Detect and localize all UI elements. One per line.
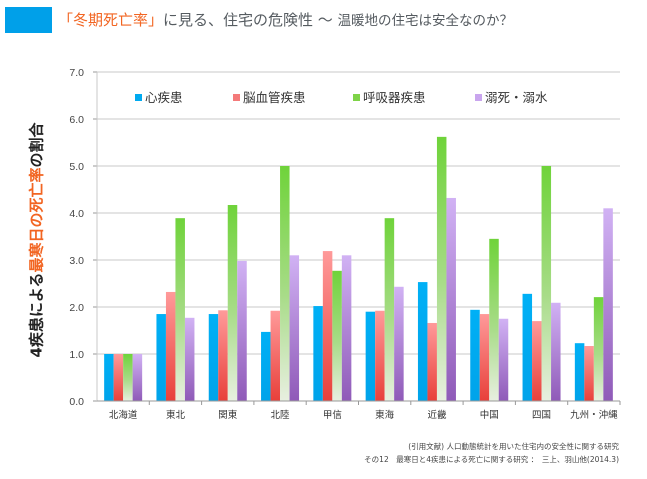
x-tick-label: 中国 [480,409,499,421]
legend-swatch [353,94,360,101]
bar-2-7 [427,322,437,401]
legend-swatch [135,94,142,101]
bar-2-6 [375,310,385,401]
y-tick-label: 1.0 [69,349,84,361]
legend-swatch [233,94,240,101]
bar-1-2 [156,314,166,401]
bar-1-10 [574,343,585,401]
x-tick-label: 甲信 [323,409,342,421]
bar-1-5 [313,306,323,401]
bar-1-7 [417,282,428,401]
y-axis-ticks: 0.0 1.0 2.0 3.0 4.0 5.0 6.0 7.0 [69,67,97,408]
y-tick-label: 2.0 [69,302,84,314]
bar-2-8 [479,314,490,401]
bar-2-10 [584,346,594,401]
legend-swatch [475,94,482,101]
y-tick-label: 4.0 [69,208,84,220]
x-axis-ticks: 北海道 東北 関東 北陸 甲信 東海 近畿 中国 四国 九州・沖縄 [109,401,621,421]
page-title: 「冬期死亡率」に見る、住宅の危険性 〜 温暖地の住宅は安全なのか？ [58,9,513,30]
bars [104,136,613,402]
bar-4-4 [289,255,300,401]
bar-3-5 [332,270,342,401]
source-citation-line2: その12 最寒日と4疾患による死亡に関する研究 ： 三上、羽山他(2014.3) [364,455,619,464]
title-subtitle: 温暖地の住宅は安全なのか？ [337,13,514,29]
x-tick-label: 九州・沖縄 [570,409,618,421]
legend-label: 心疾患 [145,90,183,105]
y-tick-label: 6.0 [69,114,84,126]
y-tick-label: 7.0 [69,67,84,79]
bar-2-2 [165,291,176,401]
bar-3-3 [227,205,238,401]
bar-3-7 [436,136,447,402]
bar-1-3 [208,314,219,401]
x-tick-label: 近畿 [427,409,447,421]
bar-3-1 [123,354,133,401]
bar-4-10 [603,208,613,401]
title-accent-box [5,7,52,33]
bar-2-1 [113,354,124,401]
bar-3-6 [384,218,395,401]
bar-1-1 [104,354,114,401]
bar-2-5 [322,251,333,401]
y-tick-label: 3.0 [69,255,84,267]
y-tick-label: 0.0 [69,396,84,408]
bar-4-1 [132,354,143,401]
x-tick-label: 北海道 [109,409,138,421]
bar-2-9 [532,321,542,401]
bar-4-6 [394,286,404,401]
bar-1-4 [261,331,271,401]
bar-2-4 [270,310,281,401]
bar-1-8 [470,309,480,401]
bar-4-8 [498,318,509,401]
bar-4-5 [341,255,352,401]
x-tick-label: 四国 [532,410,551,421]
bar-2-3 [218,310,228,401]
bar-1-6 [365,311,376,401]
title-main: に見る、住宅の危険性 〜 [163,11,338,29]
bar-3-4 [280,166,290,401]
x-tick-label: 北陸 [271,409,291,421]
legend-label: 呼吸器疾患 [363,90,426,105]
bar-1-9 [522,293,533,401]
legend-label: 溺死・溺水 [485,90,548,105]
bar-4-2 [184,317,195,401]
y-tick-label: 5.0 [69,161,84,173]
x-tick-label: 東北 [166,409,186,421]
bar-4-3 [237,260,247,401]
legend-label: 脳血管疾患 [243,90,306,105]
bar-4-7 [446,197,456,401]
source-citation-line1: (引用文献) 人口動態統計を用いた住宅内の安全性に関する研究 [408,442,619,451]
bar-3-2 [175,218,185,401]
bar-3-10 [593,297,604,401]
legend: 心疾患 脳血管疾患 呼吸器疾患 溺死・溺水 [135,90,548,105]
bar-3-8 [489,238,499,401]
x-tick-label: 東海 [375,409,395,421]
bar-4-9 [551,302,561,401]
bar-3-9 [541,166,552,401]
x-tick-label: 関東 [218,409,238,421]
title-highlight: 「冬期死亡率」 [58,11,164,29]
